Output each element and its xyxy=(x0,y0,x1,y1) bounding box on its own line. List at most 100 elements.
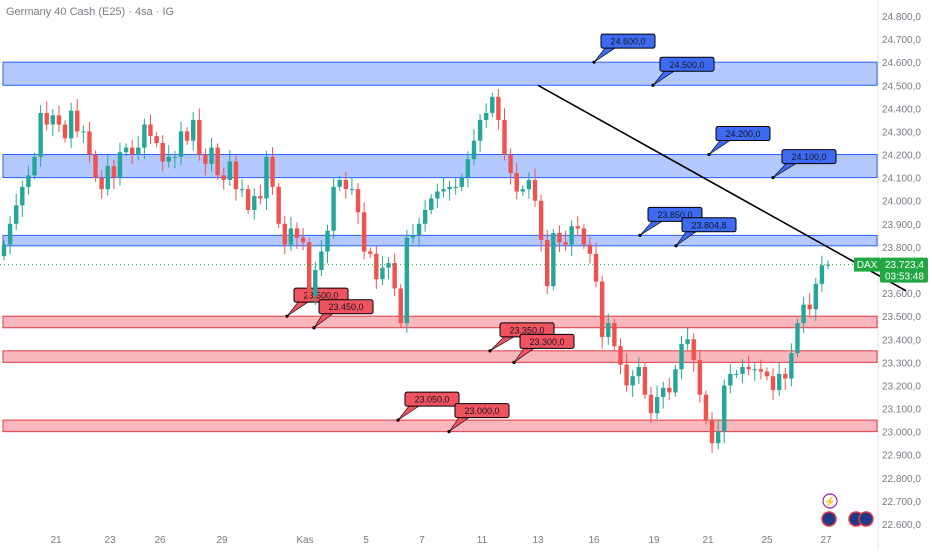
price-label: 24.600,0 xyxy=(610,37,645,47)
candle-body xyxy=(422,209,428,224)
y-tick-label: 22.700,0 xyxy=(882,497,921,508)
candle-body xyxy=(697,360,703,395)
candle-body xyxy=(783,373,788,379)
callout-anchor xyxy=(592,60,596,64)
candle-body xyxy=(557,233,562,243)
callout-anchor xyxy=(674,244,678,248)
candle-body xyxy=(38,112,43,157)
candle-body xyxy=(789,353,794,379)
candle-body xyxy=(807,304,812,310)
x-tick-label: 19 xyxy=(648,535,660,546)
candle-body xyxy=(178,131,184,157)
candle-body xyxy=(331,186,336,231)
candle-body xyxy=(233,161,239,190)
candle-body xyxy=(776,373,782,391)
chart-title: Germany 40 Cash (E25) · 4sa · IG xyxy=(6,6,175,18)
candle-body xyxy=(685,339,690,344)
callout-pointer xyxy=(397,405,420,421)
candle-body xyxy=(62,124,68,139)
price-label: 23.050,0 xyxy=(414,395,449,405)
candle-body xyxy=(703,394,709,421)
y-tick-label: 23.900,0 xyxy=(882,220,921,231)
callout-anchor xyxy=(707,152,711,157)
candle-body xyxy=(355,189,361,213)
candle-body xyxy=(728,373,733,386)
price-label: 23.300,0 xyxy=(529,337,564,347)
candle-body xyxy=(258,196,263,199)
candle-body xyxy=(483,112,489,120)
candle-body xyxy=(129,147,135,155)
candle-body xyxy=(184,131,190,141)
candle-body xyxy=(306,242,312,296)
callout-anchor xyxy=(285,314,289,318)
symbol-tag xyxy=(854,257,880,272)
y-tick-label: 24.500,0 xyxy=(882,81,921,92)
candle-body xyxy=(117,152,123,178)
callout-pointer xyxy=(489,336,516,352)
callout-anchor xyxy=(512,360,516,364)
candle-body xyxy=(386,263,391,268)
callout-anchor xyxy=(396,418,400,422)
candle-body xyxy=(264,156,269,199)
callout-pointer xyxy=(286,301,309,317)
candle-body xyxy=(538,200,544,240)
candle-body xyxy=(563,242,568,245)
callout-pointer xyxy=(708,140,731,155)
candle-body xyxy=(813,283,818,310)
y-tick-label: 24.400,0 xyxy=(882,104,921,115)
x-tick-label: 23 xyxy=(104,535,116,546)
candle-body xyxy=(801,304,806,324)
candle-body xyxy=(337,179,342,187)
resistance-zone xyxy=(2,234,878,247)
candle-body xyxy=(209,147,214,164)
price-label-box xyxy=(715,126,771,142)
candle-body xyxy=(746,366,751,370)
candle-body xyxy=(270,156,275,187)
candle-body xyxy=(325,230,330,252)
candle-body xyxy=(349,189,355,191)
candle-body xyxy=(50,115,56,125)
candle-body xyxy=(172,156,178,158)
price-label: 24.500,0 xyxy=(669,60,704,70)
candle-body xyxy=(758,369,764,372)
y-tick-label: 23.500,0 xyxy=(882,312,921,323)
x-tick-label: 25 xyxy=(761,535,773,546)
y-tick-label: 24.200,0 xyxy=(882,151,921,162)
candle-body xyxy=(252,196,257,210)
candle-body xyxy=(14,205,19,224)
candle-body xyxy=(319,251,324,270)
candle-body xyxy=(20,186,25,206)
candle-body xyxy=(526,179,532,190)
candle-body xyxy=(148,124,153,137)
candle-body xyxy=(673,369,678,393)
candle-body xyxy=(630,376,635,386)
candle-body xyxy=(166,156,171,162)
price-label-box xyxy=(681,217,737,233)
candle-body xyxy=(599,281,605,337)
candle-body xyxy=(453,186,458,188)
candle-body xyxy=(93,154,98,178)
y-tick-label: 24.000,0 xyxy=(882,197,921,208)
candle-body xyxy=(227,161,233,180)
candle-body xyxy=(68,110,74,139)
price-label: 23.000,0 xyxy=(464,406,499,416)
candle-body xyxy=(154,136,159,143)
callout-anchor xyxy=(488,349,492,353)
candle-body xyxy=(392,263,397,289)
x-tick-label: 27 xyxy=(820,535,832,546)
resistance-zone xyxy=(2,61,878,86)
candle-body xyxy=(191,119,196,141)
support-zone xyxy=(2,350,878,363)
callout-pointer xyxy=(639,221,664,236)
y-tick-label: 23.200,0 xyxy=(882,381,921,392)
candle-body xyxy=(496,96,501,120)
candle-body xyxy=(715,431,721,444)
y-tick-label: 23.100,0 xyxy=(882,405,921,416)
candle-body xyxy=(606,323,611,337)
x-tick-label: 16 xyxy=(588,535,600,546)
price-tag-countdown: 03:53:48 xyxy=(885,272,924,283)
candle-body xyxy=(313,270,318,296)
candle-body xyxy=(44,112,49,125)
